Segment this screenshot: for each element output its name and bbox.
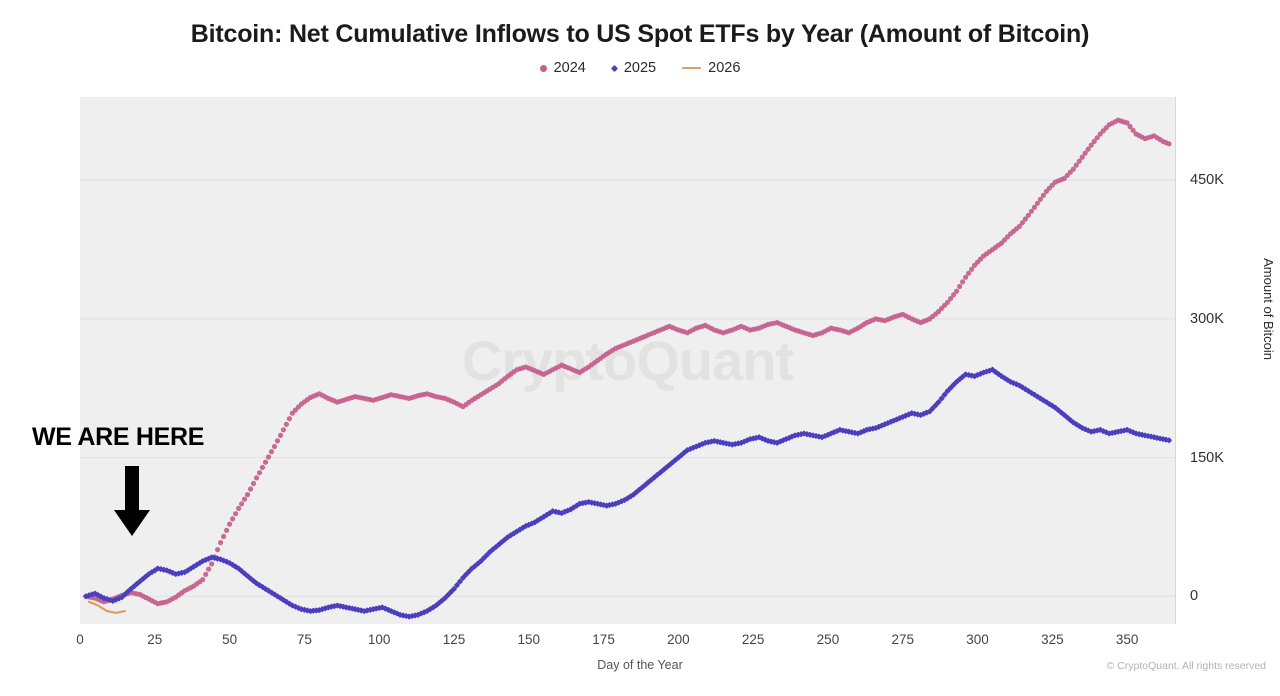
legend-item-2025[interactable]: 2025	[610, 60, 657, 76]
down-arrow-icon	[112, 466, 152, 543]
we-are-here-annotation: WE ARE HERE	[32, 423, 205, 451]
x-axis-label: Day of the Year	[597, 658, 683, 672]
series-2025	[83, 366, 1172, 620]
x-tick-label: 75	[296, 632, 312, 647]
x-tick-label: 250	[816, 632, 840, 647]
x-tick-label: 125	[442, 632, 466, 647]
chart-title: Bitcoin: Net Cumulative Inflows to US Sp…	[190, 20, 1090, 48]
legend-item-2026[interactable]: 2026	[682, 60, 740, 76]
x-tick-label: 0	[76, 632, 84, 647]
legend-label-2024: 2024	[553, 60, 586, 76]
legend-marker-2025-icon	[610, 64, 618, 72]
x-tick-label: 150	[517, 632, 541, 647]
legend-marker-2026-icon	[682, 66, 702, 70]
x-tick-label: 200	[667, 632, 690, 647]
x-tick-label: 225	[741, 632, 765, 647]
x-tick-label: 25	[147, 632, 163, 647]
legend-item-2024[interactable]: 2024	[539, 60, 586, 76]
y-tick-label: 0	[1190, 588, 1199, 605]
series-2026	[87, 600, 126, 615]
x-tick-label: 300	[966, 632, 989, 647]
y-axis-label: Amount of Bitcoin	[1261, 258, 1276, 360]
x-tick-label: 350	[1115, 632, 1139, 647]
x-tick-label: 325	[1041, 632, 1064, 647]
y-tick-label: 450K	[1190, 172, 1224, 189]
legend-marker-2024-icon	[539, 64, 547, 72]
copyright-credit: © CryptoQuant. All rights reserved	[1106, 660, 1266, 672]
y-tick-label: 150K	[1190, 449, 1224, 466]
chart-legend: 2024 2025 2026	[0, 60, 1280, 76]
gridlines	[80, 179, 1175, 597]
x-tick-label: 50	[222, 632, 238, 647]
legend-label-2025: 2025	[623, 60, 657, 76]
y-tick-label: 300K	[1190, 310, 1224, 327]
series-2024	[83, 117, 1172, 607]
x-tick-label: 175	[592, 632, 615, 647]
legend-label-2026: 2026	[708, 60, 741, 76]
series-layer	[83, 117, 1172, 620]
x-tick-label: 100	[367, 632, 391, 647]
plot-right-border	[1175, 97, 1176, 624]
x-tick-label: 275	[891, 632, 914, 647]
plot-area: CryptoQuant	[80, 97, 1175, 624]
